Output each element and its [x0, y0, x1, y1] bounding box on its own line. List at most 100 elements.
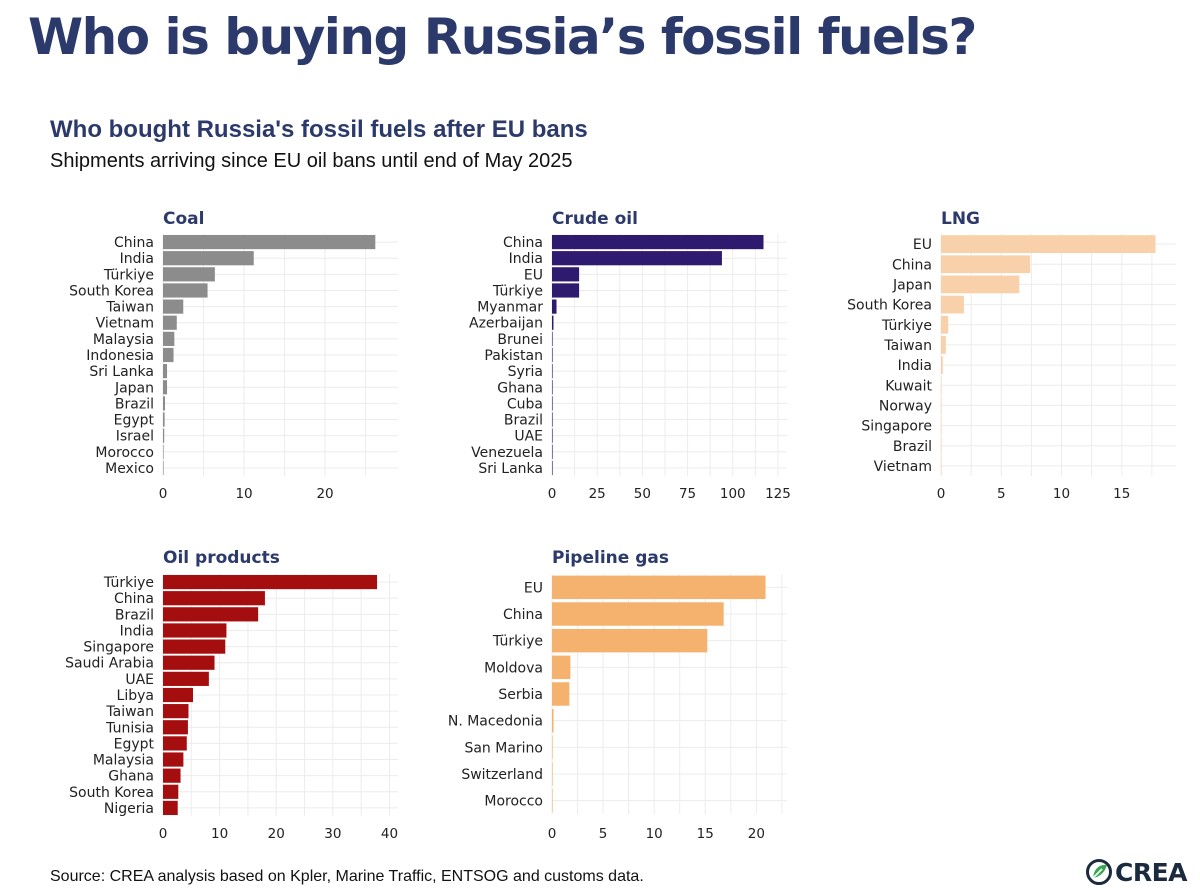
- category-label: South Korea: [69, 785, 154, 801]
- category-label: UAE: [125, 672, 154, 688]
- category-label: China: [114, 591, 154, 607]
- category-label: Singapore: [83, 640, 154, 656]
- bar: [552, 331, 553, 346]
- bar: [552, 234, 764, 250]
- category-label: Türkiye: [492, 283, 543, 299]
- bar: [941, 396, 942, 415]
- category-label: Brazil: [504, 413, 543, 429]
- bar: [552, 396, 553, 411]
- category-label: Venezuela: [471, 445, 543, 461]
- category-label: Sri Lanka: [478, 461, 543, 477]
- category-label: Türkiye: [492, 634, 543, 650]
- x-tick-label: 0: [548, 486, 557, 502]
- bar: [163, 460, 164, 476]
- category-label: Sri Lanka: [89, 364, 154, 380]
- category-label: Cuba: [507, 396, 543, 412]
- panel-title: Oil products: [163, 548, 280, 568]
- bar: [163, 251, 254, 266]
- bar: [163, 800, 178, 816]
- category-label: Ghana: [108, 769, 154, 785]
- panel-title: LNG: [941, 209, 980, 229]
- bar: [941, 356, 943, 374]
- category-label: Japan: [114, 380, 154, 396]
- category-label: EU: [913, 237, 932, 253]
- bar: [163, 720, 188, 735]
- category-label: Malaysia: [93, 332, 154, 348]
- bar: [552, 283, 580, 298]
- bar: [552, 412, 553, 427]
- bar: [552, 251, 722, 266]
- bar: [941, 315, 949, 334]
- bar: [163, 639, 226, 654]
- x-tick-label: 20: [748, 826, 765, 842]
- source-note: Source: CREA analysis based on Kpler, Ma…: [50, 868, 644, 885]
- x-tick-label: 100: [720, 486, 746, 502]
- bar: [163, 283, 208, 298]
- bar: [552, 380, 553, 395]
- x-tick-label: 10: [1053, 486, 1070, 502]
- bar: [552, 655, 571, 680]
- bar: [163, 607, 259, 622]
- chart-title: Who bought Russia's fossil fuels after E…: [50, 116, 588, 143]
- bar: [552, 315, 554, 330]
- bar: [552, 735, 553, 760]
- x-tick-label: 0: [159, 826, 168, 842]
- bar: [163, 768, 181, 783]
- x-tick-label: 0: [548, 826, 557, 842]
- bar: [163, 380, 168, 395]
- bar: [163, 752, 184, 767]
- category-label: Ghana: [497, 380, 543, 396]
- bar: [552, 788, 553, 813]
- bar: [552, 364, 553, 379]
- category-label: Türkiye: [103, 575, 154, 591]
- x-tick-label: 15: [697, 826, 714, 842]
- bar: [941, 436, 942, 455]
- crea-logo-icon: [1086, 859, 1112, 885]
- x-tick-label: 10: [211, 826, 228, 842]
- category-label: Taiwan: [883, 338, 932, 354]
- bar: [163, 347, 174, 363]
- category-label: Norway: [879, 398, 932, 414]
- bar: [941, 376, 942, 395]
- category-label: China: [892, 257, 932, 273]
- category-label: India: [898, 358, 932, 374]
- category-label: Egypt: [114, 736, 155, 752]
- crea-logo: CREA: [1086, 856, 1188, 888]
- bar: [941, 255, 1031, 274]
- bar: [163, 315, 177, 330]
- bar: [941, 295, 964, 314]
- category-label: India: [120, 623, 154, 639]
- bar: [163, 574, 378, 590]
- bar: [552, 628, 708, 653]
- category-label: Myanmar: [477, 300, 543, 316]
- bar: [163, 299, 184, 314]
- x-tick-label: 15: [1113, 486, 1130, 502]
- bar: [163, 267, 215, 282]
- x-tick-label: 40: [381, 826, 398, 842]
- category-label: India: [120, 251, 154, 267]
- x-tick-label: 75: [679, 486, 696, 502]
- category-label: Saudi Arabia: [65, 656, 154, 672]
- bar: [163, 687, 194, 703]
- bar: [163, 331, 175, 346]
- category-label: N. Macedonia: [448, 714, 543, 730]
- category-label: Türkiye: [103, 267, 154, 283]
- category-label: Vietnam: [874, 459, 932, 475]
- bar: [163, 396, 166, 411]
- bar: [552, 428, 553, 443]
- category-label: Vietnam: [96, 316, 154, 332]
- bar: [552, 602, 724, 626]
- bar: [163, 623, 227, 638]
- category-label: Japan: [892, 277, 932, 293]
- category-label: UAE: [514, 429, 543, 445]
- category-label: Brazil: [115, 607, 154, 623]
- category-label: Morocco: [484, 794, 543, 810]
- category-label: Indonesia: [86, 348, 154, 364]
- bar: [941, 235, 1156, 253]
- crea-logo-text: CREA: [1115, 857, 1188, 887]
- category-label: Taiwan: [105, 300, 154, 316]
- category-label: Pakistan: [484, 348, 543, 364]
- bar: [552, 267, 580, 282]
